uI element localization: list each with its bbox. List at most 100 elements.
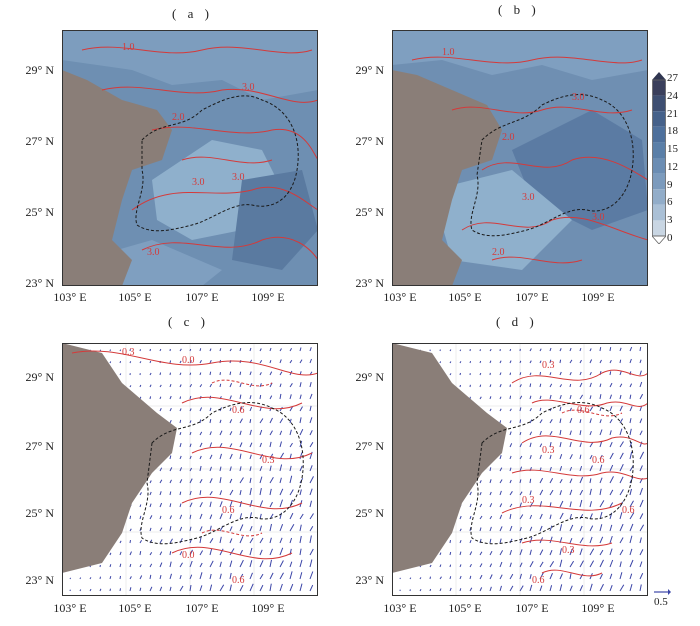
wind-vector <box>169 538 173 544</box>
wind-vector <box>439 588 442 592</box>
wind-vector <box>269 465 272 472</box>
wind-vector <box>249 487 252 496</box>
wind-vector <box>189 514 192 520</box>
wind-vector <box>529 537 533 544</box>
wind-vector <box>279 464 283 472</box>
wind-vector <box>629 383 633 388</box>
wind-vector <box>599 464 603 472</box>
contour-label: 2.0 <box>502 132 515 143</box>
colorbar <box>652 72 666 244</box>
wind-vector <box>139 384 142 388</box>
wind-vector <box>539 407 542 412</box>
wind-vector <box>239 371 242 376</box>
colorbar-bottom-arrow <box>652 235 666 244</box>
wind-vector <box>129 361 132 364</box>
wind-vector <box>259 573 264 580</box>
wind-vector <box>229 478 233 484</box>
wind-vector <box>219 383 222 388</box>
wind-vector <box>249 477 252 484</box>
wind-vector <box>159 372 162 376</box>
wind-vector <box>249 537 254 544</box>
wind-vector <box>609 441 613 448</box>
wind-vector <box>299 572 303 580</box>
wind-vector <box>139 551 142 556</box>
wind-vector <box>229 395 232 400</box>
wind-vector <box>489 563 493 568</box>
wind-vector <box>559 559 563 568</box>
wind-vector <box>559 573 563 580</box>
wind-vector <box>489 360 492 364</box>
wind-vector <box>219 548 224 556</box>
wind-vector <box>559 394 562 400</box>
wind-vector <box>569 454 573 460</box>
wind-vector <box>269 583 272 592</box>
ytick-c-27: 27° N <box>25 439 54 453</box>
wind-vector <box>529 442 532 448</box>
wind-vector <box>299 359 303 364</box>
wind-vector <box>549 441 552 448</box>
wind-vector <box>539 549 544 556</box>
wind-vector <box>479 372 482 376</box>
wind-vector <box>209 407 212 412</box>
wind-vector <box>609 359 612 364</box>
wind-vector <box>539 585 543 592</box>
wind-vector <box>129 528 132 532</box>
wind-vector <box>639 393 644 400</box>
wind-vector <box>609 394 612 400</box>
contour-label: 3.0 <box>572 92 585 103</box>
wind-vector <box>239 489 242 496</box>
wind-vector <box>239 418 243 424</box>
wind-vector <box>499 574 503 580</box>
wind-vector <box>179 408 182 412</box>
wind-vector <box>509 513 512 520</box>
wind-vector <box>249 547 253 556</box>
wind-vector <box>549 489 554 496</box>
wind-vector <box>519 395 523 400</box>
wind-vector <box>529 360 532 364</box>
wind-vector <box>519 562 523 568</box>
wind-vector <box>519 443 523 448</box>
contour-label: 0.6 <box>222 505 235 516</box>
contour-label: 0.6 <box>577 405 590 416</box>
ytick-b-25: 25° N <box>355 205 384 219</box>
wind-vector <box>209 491 213 496</box>
wind-vector <box>219 513 223 520</box>
wind-vector <box>299 452 303 460</box>
wind-vector <box>209 538 214 544</box>
wind-vector <box>489 479 492 484</box>
colorbar-tick-label: 9 <box>667 178 673 191</box>
wind-vector <box>489 538 492 544</box>
wind-vector <box>289 429 292 436</box>
wind-vector <box>559 490 562 496</box>
wind-vector <box>219 430 223 436</box>
wind-vector <box>619 572 623 580</box>
wind-vector <box>149 552 153 556</box>
wind-vector <box>579 560 584 568</box>
wind-vector <box>549 372 552 376</box>
wind-vector <box>169 360 172 364</box>
contour-label: 3.0 <box>232 172 245 183</box>
wind-vector <box>609 371 612 376</box>
xtick-b-105: 105° E <box>448 290 482 304</box>
wind-vector <box>79 589 82 592</box>
wind-vector <box>169 515 172 520</box>
wind-vector <box>179 562 183 568</box>
wind-vector <box>609 559 614 568</box>
wind-vector <box>489 408 492 412</box>
wind-vector <box>289 359 293 364</box>
panel-b-map: 1.0 3.0 2.0 3.0 3.0 2.0 <box>392 30 648 286</box>
wind-vector <box>259 418 264 424</box>
wind-vector <box>499 408 502 412</box>
wind-vector <box>149 586 153 592</box>
wind-vector <box>199 348 202 352</box>
wind-vector <box>499 384 502 388</box>
wind-vector <box>619 549 624 556</box>
xtick-d-107: 107° E <box>515 601 549 615</box>
wind-vector <box>529 584 533 592</box>
wind-vector <box>249 406 253 412</box>
wind-vector <box>219 443 223 448</box>
wind-vector <box>569 418 573 424</box>
wind-vector <box>539 572 544 580</box>
wind-vector <box>69 577 72 580</box>
wind-vector <box>599 429 603 436</box>
